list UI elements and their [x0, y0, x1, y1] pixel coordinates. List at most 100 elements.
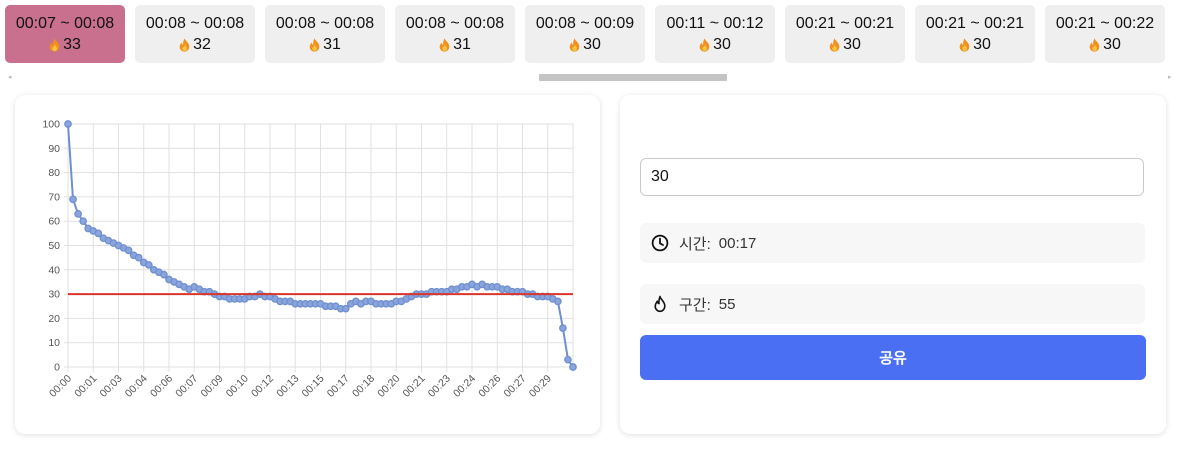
segment-value: 31 [453, 36, 471, 53]
segment-range: 00:21 ~ 00:21 [925, 15, 1025, 32]
y-tick-label: 80 [48, 167, 60, 179]
x-tick-label: 00:07 [173, 373, 200, 400]
segment-card[interactable]: 00:08 ~ 00:08 31 [395, 5, 515, 63]
segment-strip[interactable]: 00:07 ~ 00:08 33 00:08 ~ 00:08 32 00:08 ~ 00… [0, 0, 1183, 86]
flame-icon [1089, 37, 1100, 52]
value-input[interactable] [640, 158, 1144, 196]
x-tick-label: 00:12 [249, 373, 276, 400]
flame-icon [959, 37, 970, 52]
data-point [144, 261, 153, 269]
share-button[interactable]: 공유 [640, 335, 1146, 380]
y-tick-label: 60 [48, 216, 60, 228]
segment-value-row: 30 [1089, 34, 1121, 55]
y-tick-label: 10 [48, 337, 60, 349]
segment-range: 00:21 ~ 00:22 [1055, 15, 1155, 32]
segment-card[interactable]: 00:08 ~ 00:08 32 [135, 5, 255, 63]
x-tick-label: 00:29 [527, 373, 554, 400]
segment-value: 30 [583, 36, 601, 53]
flame-icon [49, 37, 60, 52]
time-row: 시간: 00:17 [640, 223, 1145, 263]
data-point [160, 270, 168, 279]
data-point [74, 210, 82, 218]
data-point [124, 246, 133, 255]
x-tick-label: 00:27 [502, 373, 529, 400]
x-tick-label: 00:03 [98, 373, 125, 400]
segment-card[interactable]: 00:21 ~ 00:21 30 [915, 5, 1035, 63]
segment-range: 00:07 ~ 00:08 [15, 15, 115, 32]
section-row: 구간: 55 [640, 284, 1145, 324]
segment-card[interactable]: 00:21 ~ 00:21 30 [785, 5, 905, 63]
clock-icon [651, 234, 669, 252]
x-tick-label: 00:06 [148, 373, 175, 400]
segment-range: 00:08 ~ 00:08 [145, 15, 245, 32]
x-tick-label: 00:01 [72, 373, 99, 400]
segment-value-row: 30 [699, 34, 731, 55]
y-tick-label: 40 [48, 264, 60, 276]
x-tick-label: 00:00 [47, 373, 74, 400]
line-chart: 010203040506070809010000:0000:0100:0300:… [42, 119, 577, 400]
flame-icon [829, 37, 840, 52]
flame-icon [569, 37, 580, 52]
data-point [559, 324, 567, 332]
segment-value: 33 [63, 36, 81, 53]
x-tick-label: 00:20 [375, 373, 402, 400]
x-tick-label: 00:24 [451, 373, 478, 400]
data-point [341, 304, 350, 313]
segment-value-row: 30 [959, 34, 991, 55]
segment-card[interactable]: 00:08 ~ 00:08 31 [265, 5, 385, 63]
flame-icon [699, 37, 710, 52]
flame-outline-icon [654, 295, 666, 313]
segment-value: 32 [193, 36, 211, 53]
x-tick-label: 00:21 [401, 373, 428, 400]
segment-card[interactable]: 00:08 ~ 00:09 30 [525, 5, 645, 63]
segment-value-row: 33 [49, 34, 81, 55]
time-label: 시간: [679, 235, 711, 253]
segment-card[interactable]: 00:07 ~ 00:08 33 [5, 5, 125, 63]
data-point [134, 253, 143, 262]
segment-value: 30 [713, 36, 731, 53]
segment-value: 30 [843, 36, 861, 53]
scroll-left-arrow-icon[interactable]: ◂ [8, 74, 12, 81]
segment-value: 31 [323, 36, 341, 53]
flame-icon [439, 37, 450, 52]
y-tick-label: 30 [48, 289, 60, 301]
data-point [569, 363, 577, 371]
x-tick-label: 00:17 [325, 373, 352, 400]
flame-icon [179, 37, 190, 52]
y-tick-label: 90 [48, 143, 60, 155]
y-tick-label: 20 [48, 313, 60, 325]
horizontal-scrollbar-thumb[interactable] [539, 74, 727, 81]
section-value: 55 [718, 295, 736, 313]
segment-card[interactable]: 00:21 ~ 00:22 30 [1045, 5, 1165, 63]
segment-value-row: 31 [309, 34, 341, 55]
x-tick-label: 00:26 [476, 373, 503, 400]
x-tick-label: 00:04 [123, 373, 150, 400]
detail-panel: 시간: 00:17 구간: 55 공유 [620, 95, 1166, 434]
segment-range: 00:08 ~ 00:08 [405, 15, 505, 32]
x-tick-label: 00:15 [300, 373, 327, 400]
x-tick-label: 00:10 [224, 373, 251, 400]
section-label: 구간: [679, 296, 711, 314]
data-point [64, 120, 72, 128]
y-tick-label: 100 [42, 119, 60, 131]
scroll-right-arrow-icon[interactable]: ▸ [1168, 74, 1172, 81]
data-point [94, 229, 103, 238]
data-point [69, 195, 77, 204]
data-point [564, 355, 572, 364]
segment-card[interactable]: 00:11 ~ 00:12 30 [655, 5, 775, 63]
x-tick-label: 00:18 [350, 373, 377, 400]
segment-card-list: 00:07 ~ 00:08 33 00:08 ~ 00:08 32 00:08 ~ 00… [5, 5, 1165, 63]
y-tick-label: 0 [54, 362, 60, 374]
segment-range: 00:08 ~ 00:08 [275, 15, 375, 32]
segment-range: 00:08 ~ 00:09 [535, 15, 635, 32]
segment-value-row: 30 [569, 34, 601, 55]
time-value: 00:17 [718, 234, 757, 252]
x-tick-label: 00:09 [199, 373, 226, 400]
flame-icon [309, 37, 320, 52]
chart-panel: 0 10 20 30 40 50 60 70 80 90 100 00:00 00:01 00:03 00:… [15, 95, 600, 434]
y-tick-label: 70 [48, 191, 60, 203]
data-point [79, 217, 88, 226]
x-tick-label: 00:23 [426, 373, 453, 400]
segment-value: 30 [1103, 36, 1121, 53]
segment-range: 00:11 ~ 00:12 [666, 15, 764, 32]
